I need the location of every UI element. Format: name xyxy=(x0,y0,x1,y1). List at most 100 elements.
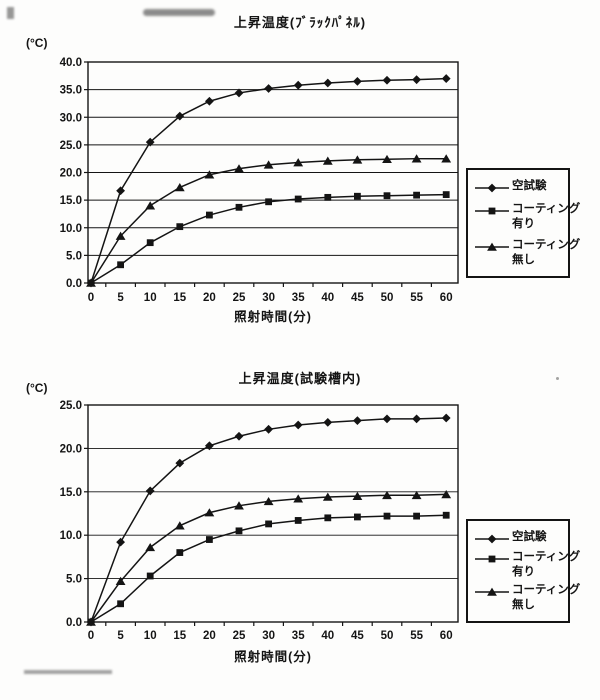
diamond-marker-icon xyxy=(205,441,214,451)
square-marker-icon xyxy=(146,572,154,580)
diamond-marker-icon xyxy=(382,414,392,424)
diamond-marker-icon xyxy=(264,424,273,434)
x-tick-label: 50 xyxy=(381,630,394,642)
triangle-marker-icon xyxy=(411,490,422,500)
triangle-legend-marker-icon xyxy=(475,242,509,252)
legend-label: 空試験 xyxy=(512,180,547,192)
triangle-marker-icon xyxy=(382,490,392,500)
diamond-marker-icon xyxy=(175,111,185,121)
triangle-marker-icon xyxy=(487,587,497,597)
series-line xyxy=(90,77,447,284)
x-tick-label: 40 xyxy=(321,630,334,642)
triangle-marker-icon xyxy=(234,164,244,173)
square-marker-icon xyxy=(265,520,272,528)
square-legend-marker-icon xyxy=(475,207,509,215)
x-tick-label: 5 xyxy=(117,630,124,642)
legend-entry: コーティング 無し xyxy=(475,583,580,612)
square-marker-icon xyxy=(117,600,124,608)
series-line xyxy=(90,514,447,623)
x-tick-label: 35 xyxy=(292,630,305,642)
x-tick-label: 15 xyxy=(173,630,186,642)
x-tick-label: 10 xyxy=(144,292,157,304)
diamond-marker-icon xyxy=(205,96,214,106)
plot-border xyxy=(87,61,459,284)
square-marker-icon xyxy=(413,191,420,199)
diamond-marker-icon xyxy=(441,413,451,423)
square-marker-icon xyxy=(324,193,332,201)
chart-legend: 空試験コーティング 有り コーティング 無し xyxy=(466,168,580,278)
square-marker-icon xyxy=(383,512,391,520)
square-marker-icon xyxy=(354,192,361,200)
diamond-marker-icon xyxy=(175,458,185,468)
diamond-marker-icon xyxy=(487,183,497,193)
diamond-marker-icon xyxy=(234,88,244,98)
y-tick-label: 40.0 xyxy=(60,57,82,69)
scan-artifact xyxy=(7,7,14,19)
square-marker-icon xyxy=(235,527,243,535)
legend-entry: 空試験 xyxy=(475,530,566,546)
square-legend-marker-icon xyxy=(475,555,509,563)
triangle-marker-icon xyxy=(204,508,215,517)
x-tick-label: 5 xyxy=(117,292,124,304)
legend-label: コーティング 有り xyxy=(512,551,581,578)
diamond-marker-icon xyxy=(353,416,362,426)
y-tick-label: 35.0 xyxy=(60,85,82,97)
square-marker-icon xyxy=(265,198,272,206)
chart-legend: 空試験コーティング 有り コーティング 無し xyxy=(466,519,580,623)
legend-label: コーティング 無し xyxy=(512,584,581,611)
triangle-marker-icon xyxy=(441,490,452,499)
triangle-marker-icon xyxy=(411,154,422,163)
square-marker-icon xyxy=(488,207,496,215)
x-tick-label: 25 xyxy=(233,292,246,304)
triangle-marker-icon xyxy=(204,170,215,179)
y-tick-label: 10.0 xyxy=(60,223,82,235)
diamond-marker-icon xyxy=(412,414,421,424)
legend-label: コーティング 無し xyxy=(512,239,581,266)
y-tick-label: 5.0 xyxy=(66,574,82,586)
legend-label: コーティング 有り xyxy=(512,203,581,230)
legend-entry: コーティング 無し xyxy=(475,238,580,267)
diamond-marker-icon xyxy=(116,186,125,196)
diamond-legend-marker-icon xyxy=(475,183,509,193)
diamond-marker-icon xyxy=(145,137,155,147)
y-tick-label: 0.0 xyxy=(66,278,82,290)
y-tick-label: 15.0 xyxy=(60,195,82,207)
diamond-marker-icon xyxy=(145,486,155,496)
scan-artifact xyxy=(556,377,559,380)
diamond-legend-marker-icon xyxy=(475,534,509,544)
diamond-marker-icon xyxy=(487,534,497,544)
legend-entry: コーティング 有り xyxy=(475,550,580,579)
square-marker-icon xyxy=(176,223,184,231)
x-tick-label: 30 xyxy=(262,292,275,304)
triangle-marker-icon xyxy=(382,154,392,164)
y-tick-label: 30.0 xyxy=(60,112,82,124)
square-marker-icon xyxy=(206,536,213,543)
chart-title: 上昇温度(ﾌﾞﾗｯｸﾊﾟﾈﾙ) xyxy=(233,15,367,30)
triangle-marker-icon xyxy=(174,521,185,530)
x-tick-label: 40 xyxy=(321,292,334,304)
x-tick-label: 0 xyxy=(88,630,94,642)
x-tick-label: 50 xyxy=(381,292,394,304)
series-line xyxy=(90,493,447,623)
y-tick-label: 20.0 xyxy=(60,168,82,180)
x-tick-label: 25 xyxy=(233,630,246,642)
diamond-marker-icon xyxy=(234,431,244,441)
series-line xyxy=(90,157,447,284)
square-marker-icon xyxy=(442,191,450,198)
x-tick-label: 20 xyxy=(203,292,216,304)
y-tick-label: 25.0 xyxy=(60,400,82,412)
triangle-legend-marker-icon xyxy=(475,587,509,597)
square-marker-icon xyxy=(294,517,302,524)
square-marker-icon xyxy=(383,192,391,200)
chart-black-panel: 上昇温度(ﾌﾞﾗｯｸﾊﾟﾈﾙ) (°C) 0.0 5.0 10.0 15.0 20.0 2… xyxy=(26,15,580,324)
diamond-marker-icon xyxy=(293,420,303,430)
diamond-marker-icon xyxy=(353,76,362,86)
x-tick-label: 10 xyxy=(144,630,157,642)
y-tick-label: 25.0 xyxy=(60,140,82,152)
diamond-marker-icon xyxy=(293,80,303,90)
x-tick-label: 30 xyxy=(262,630,275,642)
square-marker-icon xyxy=(354,513,361,521)
plot-border xyxy=(87,404,459,623)
square-marker-icon xyxy=(413,512,420,520)
